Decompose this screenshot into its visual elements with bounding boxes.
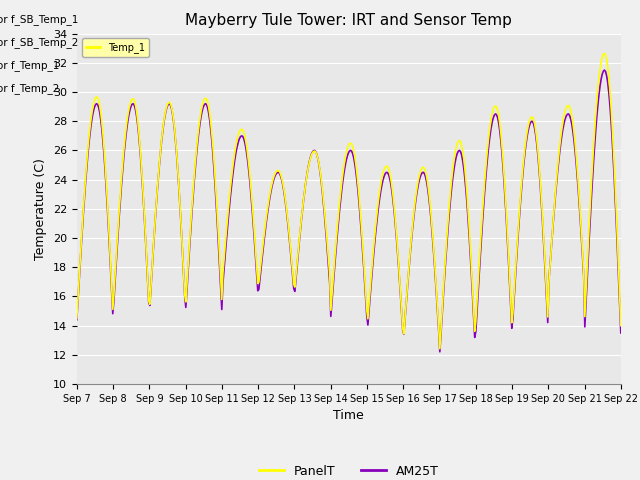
X-axis label: Time: Time	[333, 409, 364, 422]
Text: No data for f_Temp_1: No data for f_Temp_1	[0, 60, 59, 71]
Text: No data for f_SB_Temp_1: No data for f_SB_Temp_1	[0, 13, 78, 24]
Text: No data for f_SB_Temp_2: No data for f_SB_Temp_2	[0, 36, 78, 48]
Text: No data for f_Temp_2: No data for f_Temp_2	[0, 83, 59, 94]
Legend: PanelT, AM25T: PanelT, AM25T	[254, 460, 444, 480]
Y-axis label: Temperature (C): Temperature (C)	[35, 158, 47, 260]
Title: Mayberry Tule Tower: IRT and Sensor Temp: Mayberry Tule Tower: IRT and Sensor Temp	[186, 13, 512, 28]
